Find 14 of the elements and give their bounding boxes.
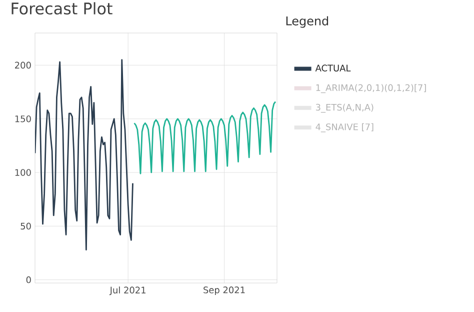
chart-title: Forecast Plot — [12, 2, 112, 15]
y-tick-label: 50 — [20, 222, 31, 230]
x-tick-label: Jul 2021 — [109, 286, 146, 296]
legend-title: Legend — [286, 16, 328, 28]
legend-label: 3_ETS(A,N,A) — [316, 104, 374, 113]
y-tick-label: 150 — [15, 115, 31, 122]
y-tick-label: 200 — [15, 62, 31, 69]
x-tick-label: Sep 2021 — [204, 286, 245, 296]
line-series — [134, 100, 276, 174]
legend-label: ACTUAL — [315, 64, 351, 72]
legend-label: 1_ARIMA(2,0,1)(0,1,2)[7] — [316, 84, 426, 94]
y-tick-label: 100 — [15, 169, 31, 176]
y-tick-label: 0 — [26, 276, 31, 284]
legend-label: 4_SNAIVE [7] — [316, 123, 374, 132]
